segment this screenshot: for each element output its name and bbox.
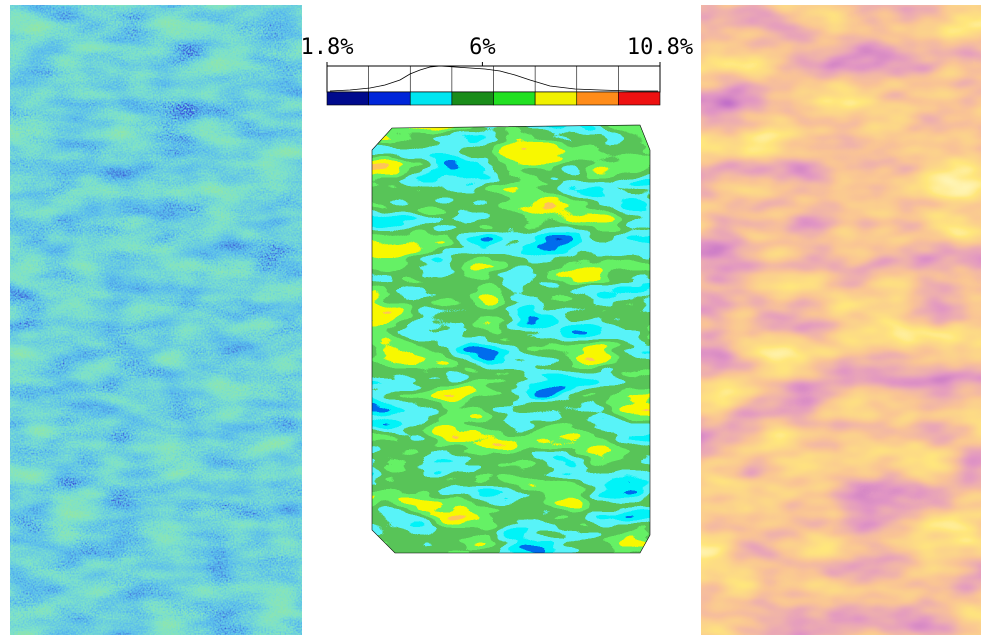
color-segment bbox=[576, 91, 619, 106]
contour-outline bbox=[371, 124, 651, 554]
left-map bbox=[10, 5, 302, 635]
tick-label: 6% bbox=[469, 35, 496, 60]
color-segment bbox=[368, 91, 411, 106]
tick-label: 10.8% bbox=[627, 35, 693, 60]
color-segment bbox=[534, 91, 578, 106]
contour-fill bbox=[372, 125, 650, 553]
tick-label: 1.8% bbox=[301, 35, 354, 60]
color-segment bbox=[618, 91, 661, 106]
color-segment bbox=[409, 91, 453, 106]
contour-map bbox=[372, 125, 650, 553]
color-segment bbox=[451, 91, 494, 106]
color-segment bbox=[326, 91, 369, 106]
right-map bbox=[701, 5, 981, 635]
histogram bbox=[329, 65, 658, 92]
color-segment bbox=[493, 91, 536, 106]
colorbar: 1.8% 6% 10.8% bbox=[301, 35, 693, 106]
